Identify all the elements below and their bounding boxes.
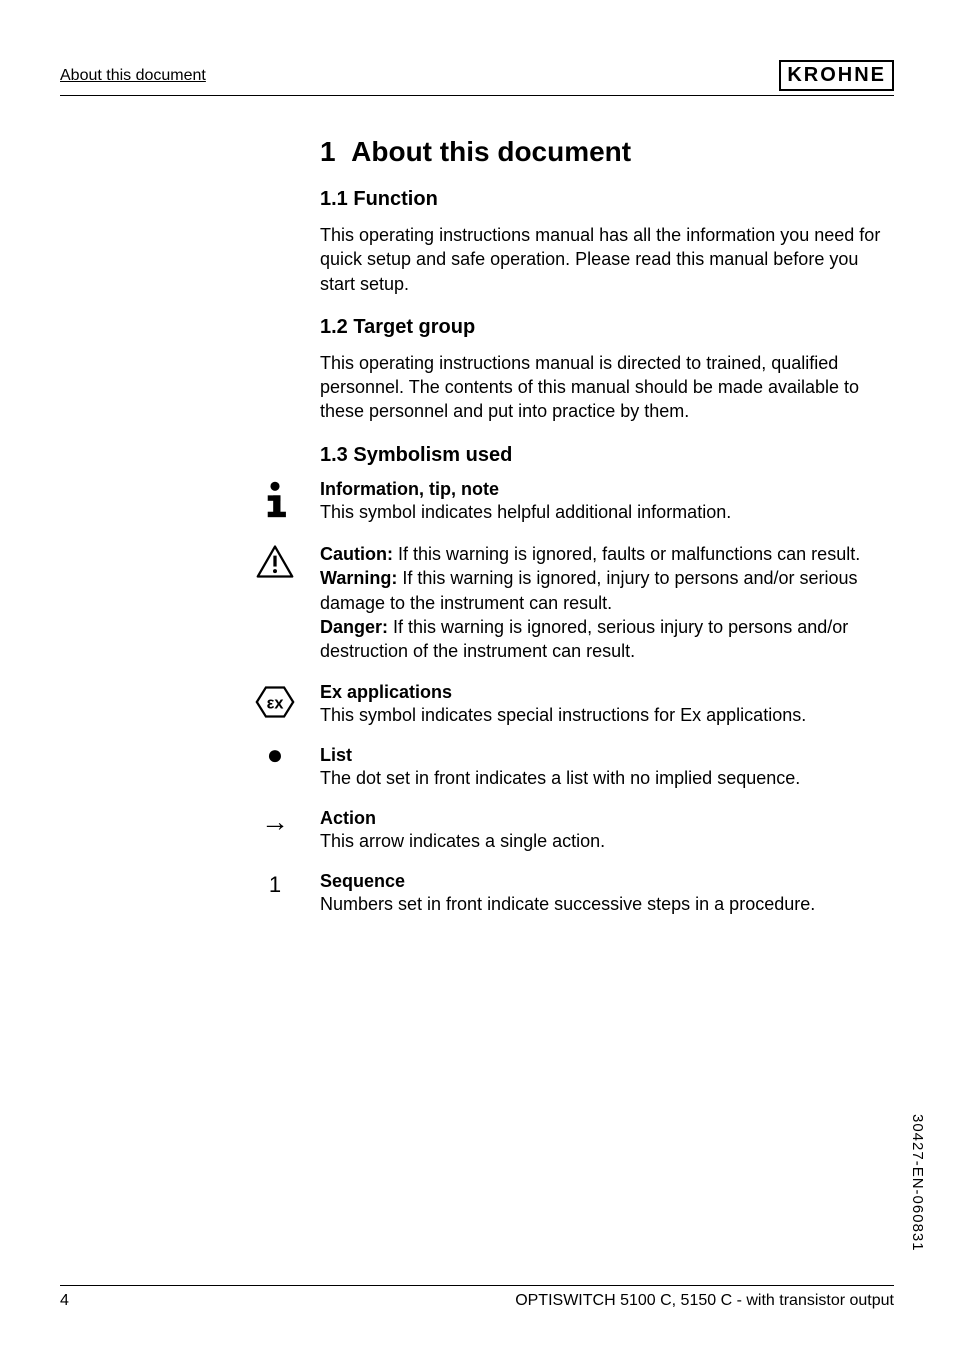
- brand-logo: KROHNE: [779, 60, 894, 91]
- section-1-1-heading: 1.1 Function: [320, 188, 884, 211]
- warning-triangle-icon: [250, 542, 300, 587]
- danger-label: Danger:: [320, 617, 388, 637]
- symbol-warning-block: Caution: If this warning is ignored, fau…: [320, 542, 884, 663]
- page-footer: 4 OPTISWITCH 5100 C, 5150 C - with trans…: [60, 1285, 894, 1310]
- danger-text: If this warning is ignored, serious inju…: [320, 617, 848, 661]
- svg-text:εx: εx: [267, 694, 284, 712]
- warning-text: If this warning is ignored, injury to pe…: [320, 568, 858, 612]
- main-content: 1 About this document 1.1 Function This …: [320, 136, 884, 917]
- symbol-action-block: → Action This arrow indicates a single a…: [320, 808, 884, 853]
- page-number: 4: [60, 1292, 69, 1310]
- symbol-action-heading: Action: [320, 808, 884, 829]
- document-code: 30427-EN-060831: [909, 1114, 926, 1252]
- symbol-sequence-block: 1 Sequence Numbers set in front indicate…: [320, 871, 884, 916]
- section-1-3-heading: 1.3 Symbolism used: [320, 444, 884, 467]
- symbol-info-heading: Information, tip, note: [320, 479, 884, 500]
- symbol-ex-text: This symbol indicates special instructio…: [320, 703, 884, 727]
- caution-text: If this warning is ignored, faults or ma…: [393, 544, 860, 564]
- symbol-list-heading: List: [320, 745, 884, 766]
- header-section-name: About this document: [60, 67, 206, 85]
- symbol-info-block: Information, tip, note This symbol indic…: [320, 479, 884, 524]
- chapter-number: 1: [320, 136, 336, 167]
- symbol-caution-line: Caution: If this warning is ignored, fau…: [320, 542, 884, 566]
- ex-hexagon-icon: εx: [250, 682, 300, 727]
- page-header: About this document KROHNE: [60, 60, 894, 96]
- symbol-action-text: This arrow indicates a single action.: [320, 829, 884, 853]
- section-1-2-body: This operating instructions manual is di…: [320, 351, 884, 424]
- number-icon: 1: [250, 871, 300, 899]
- symbol-ex-heading: Ex applications: [320, 682, 884, 703]
- symbol-danger-line: Danger: If this warning is ignored, seri…: [320, 615, 884, 664]
- product-name: OPTISWITCH 5100 C, 5150 C - with transis…: [515, 1292, 894, 1310]
- symbol-sequence-text: Numbers set in front indicate successive…: [320, 892, 884, 916]
- bullet-icon: ●: [250, 745, 300, 769]
- chapter-title: 1 About this document: [320, 136, 884, 168]
- bullet-marker: ●: [267, 739, 284, 770]
- symbol-list-block: ● List The dot set in front indicates a …: [320, 745, 884, 790]
- symbol-ex-block: εx Ex applications This symbol indicates…: [320, 682, 884, 727]
- number-marker: 1: [269, 872, 281, 897]
- chapter-name: About this document: [351, 136, 631, 167]
- symbol-list-text: The dot set in front indicates a list wi…: [320, 766, 884, 790]
- info-icon: [250, 479, 300, 524]
- arrow-marker: →: [261, 806, 289, 837]
- warning-label: Warning:: [320, 568, 397, 588]
- symbol-info-text: This symbol indicates helpful additional…: [320, 500, 884, 524]
- caution-label: Caution:: [320, 544, 393, 564]
- section-1-2-heading: 1.2 Target group: [320, 316, 884, 339]
- symbol-warning-line: Warning: If this warning is ignored, inj…: [320, 566, 884, 615]
- section-1-1-body: This operating instructions manual has a…: [320, 223, 884, 296]
- symbol-sequence-heading: Sequence: [320, 871, 884, 892]
- arrow-icon: →: [250, 808, 300, 836]
